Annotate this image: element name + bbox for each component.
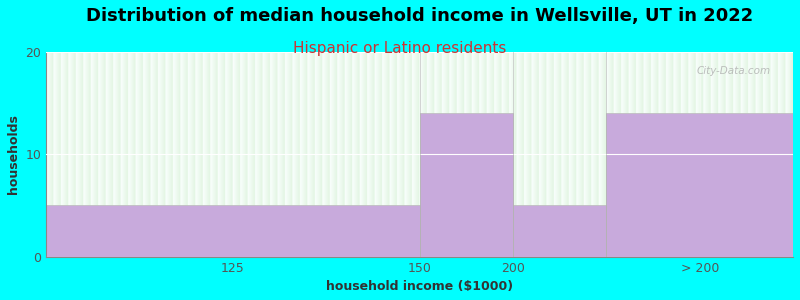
Bar [46,206,420,256]
Text: Hispanic or Latino residents: Hispanic or Latino residents [294,40,506,56]
Y-axis label: households: households [7,114,20,194]
Bar [513,206,606,256]
Bar [606,113,793,256]
Title: Distribution of median household income in Wellsville, UT in 2022: Distribution of median household income … [86,7,754,25]
Text: City-Data.com: City-Data.com [697,66,770,76]
Bar [420,113,513,256]
X-axis label: household income ($1000): household income ($1000) [326,280,514,293]
